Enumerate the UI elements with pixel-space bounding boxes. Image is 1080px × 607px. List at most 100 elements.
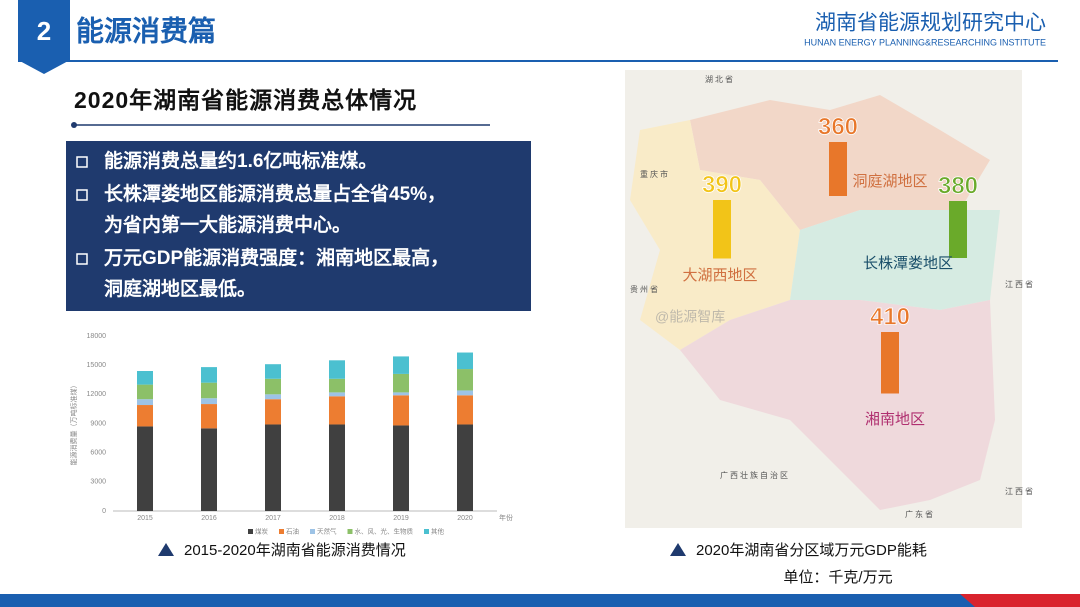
bar-segment [201,382,217,399]
place-label: 贵州省 [630,284,660,294]
legend-swatch [424,529,429,534]
bullet-box [66,141,531,311]
bar-segment [393,356,409,374]
place-label: 江西省 [1005,279,1035,289]
legend-label: 水、风、光、生物质 [355,527,414,536]
org-name-en: HUNAN ENERGY PLANNING&RESEARCHING INSTIT… [804,37,1046,47]
bar-segment [457,424,473,511]
x-axis-label: 年份 [499,513,513,522]
bullet-text: 能源消费总量约1.6亿吨标准煤。 [104,149,377,172]
map-bar [949,201,967,258]
map-bar [829,142,847,196]
bar-segment [393,373,409,393]
place-label: 湖北省 [705,74,735,84]
region-name: 大湖西地区 [682,267,757,284]
bar-segment [329,360,345,379]
section-title: 能源消费篇 [76,14,216,46]
bar-segment [265,399,281,425]
x-tick-label: 2016 [201,515,217,522]
x-tick-label: 2015 [137,515,153,522]
bar-segment [457,352,473,370]
y-axis-label: 能源消费量（万吨标准煤） [69,382,78,466]
bullet-text: 万元GDP能源消费强度：湘南地区最高， [103,246,449,269]
bar-segment [393,392,409,396]
map-value: 380 [938,172,978,199]
bar-segment [201,404,217,429]
bar-segment [393,425,409,511]
legend-label: 其他 [431,527,445,536]
caption-marker [670,543,686,556]
legend-swatch [279,529,284,534]
map-bar [881,332,899,394]
legend-label: 石油 [286,527,299,536]
section-number: 2 [37,16,51,46]
region-name: 长株潭娄地区 [863,255,953,272]
region-name: 洞庭湖地区 [852,173,927,190]
y-tick-label: 18000 [87,333,107,340]
y-tick-label: 3000 [90,479,106,486]
y-tick-label: 0 [102,508,106,515]
place-label: 重庆市 [640,169,670,179]
map-region-czt [790,210,1000,310]
y-tick-label: 9000 [90,420,106,427]
map-region-xiangnan [680,300,995,510]
legend-label: 天然气 [317,527,337,536]
bar-segment [457,369,473,391]
bullet-square [76,189,88,201]
legend-label: 煤炭 [255,527,269,536]
x-tick-label: 2018 [329,515,345,522]
legend-swatch [347,529,353,534]
bullet-text: 长株潭娄地区能源消费总量占全省45%， [104,182,446,205]
bar-segment [265,424,281,511]
x-tick-label: 2020 [457,515,473,522]
bar-segment [137,371,153,385]
chart-caption: 2015-2020年湖南省能源消费情况 [184,542,406,559]
bar-segment [457,395,473,425]
bullet-square [76,253,88,265]
map-value: 410 [870,303,910,330]
footer-accent [960,594,1080,607]
footer-bar [0,594,1080,607]
bar-segment [265,378,281,395]
bar-segment [137,405,153,427]
section-badge [18,0,70,74]
map-bar [713,200,731,259]
bar-segment [201,428,217,511]
x-tick-label: 2017 [265,515,281,522]
y-tick-label: 12000 [87,391,107,398]
bar-segment [265,364,281,379]
caption-marker [158,543,174,556]
map-value: 390 [702,171,742,198]
bullet-square [76,156,88,168]
bar-segment [329,424,345,511]
bar-segment [457,390,473,396]
region-name: 湘南地区 [865,411,925,428]
bullet-text: 为省内第一大能源消费中心。 [104,213,351,236]
bar-segment [393,395,409,426]
watermark: @能源智库 [655,309,725,325]
x-tick-label: 2019 [393,515,409,522]
bar-segment [329,378,345,393]
rule-dot [71,122,77,128]
bar-segment [329,396,345,425]
y-tick-label: 6000 [90,450,106,457]
place-label: 广西壮族自治区 [720,470,790,480]
legend-swatch [248,529,253,534]
bar-segment [137,426,153,511]
bar-segment [201,398,217,405]
place-label: 江西省 [1005,486,1035,496]
map-caption: 2020年湖南省分区域万元GDP能耗 [696,542,927,559]
bullet-text: 洞庭湖地区最低。 [104,277,256,300]
bar-segment [265,394,281,400]
subtitle: 2020年湖南省能源消费总体情况 [74,87,417,113]
y-tick-label: 15000 [87,362,107,369]
place-label: 广东省 [905,509,935,519]
bar-segment [329,392,345,397]
bar-segment [201,367,217,383]
bar-segment [137,399,153,406]
org-name: 湖南省能源规划研究中心 [815,12,1046,35]
map-value: 360 [818,113,858,140]
legend-swatch [310,529,315,534]
